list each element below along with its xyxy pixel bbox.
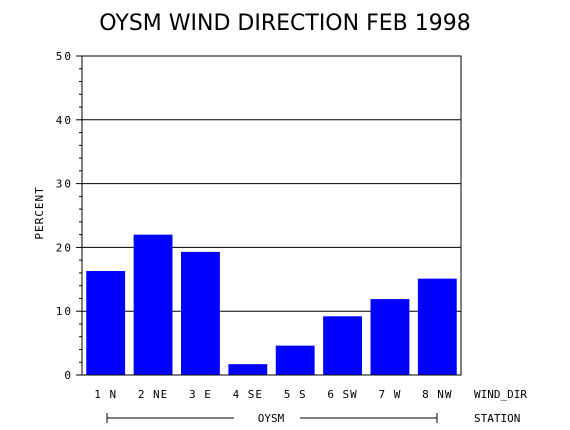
y-tick-label: 0 [64,369,73,382]
x-tick-label: 6 SW [327,388,358,401]
y-tick-label: 10 [56,305,73,318]
x-tick-label: 3 E [189,388,212,401]
bar-4 [228,364,268,375]
bar-1 [86,271,126,375]
x-tick-label: 1 N [94,388,117,401]
x-tick-labels: 1 N 2 NE 3 E 4 SE 5 S 6 SW 7 W 8 NW [94,388,453,401]
y-tick-label: 30 [56,178,73,191]
bar-7 [370,299,410,375]
plot-frame [81,55,462,376]
bar-8 [417,278,457,375]
y-tick-label: 20 [56,241,73,254]
y-axis-label: PERCENT [33,186,46,239]
bar-3 [181,251,220,375]
group-axis-label: STATION [474,412,520,425]
y-tick-label: 50 [56,50,73,63]
chart-title: OYSM WIND DIRECTION FEB 1998 [99,11,470,36]
bars [86,234,457,375]
y-tick-labels: 0 10 20 30 40 50 [56,50,73,382]
group-label: OYSM [258,412,285,425]
bar-2 [133,234,173,375]
bar-5 [275,345,315,375]
x-tick-label: 5 S [284,388,307,401]
x-axis-label: WIND_DIR [474,388,527,401]
x-tick-label: 2 NE [138,388,169,401]
y-minor-ticks [76,55,82,376]
x-tick-label: 4 SE [233,388,264,401]
x-tick-label: 7 W [379,388,402,401]
x-tick-label: 8 NW [422,388,453,401]
y-tick-label: 40 [56,114,73,127]
bar-6 [323,316,362,375]
